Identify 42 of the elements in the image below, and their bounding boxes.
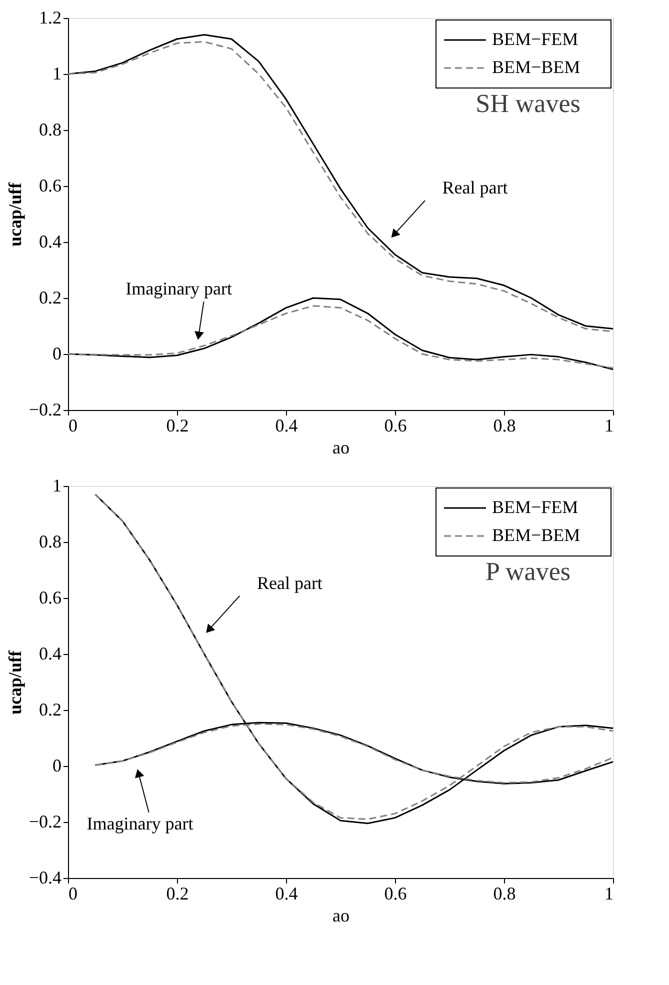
y-tick-label: 0 bbox=[52, 756, 62, 776]
x-tick-label: 0.8 bbox=[493, 416, 516, 436]
y-tick-label: 0.8 bbox=[39, 120, 62, 140]
x-tick-label: 0.6 bbox=[384, 884, 407, 904]
y-tick-label: 0.4 bbox=[39, 232, 62, 252]
x-tick-label: 0.8 bbox=[493, 884, 516, 904]
annotation: Imaginary part bbox=[126, 278, 232, 298]
y-tick-label: 0.4 bbox=[39, 644, 62, 664]
y-tick-label: 0.2 bbox=[39, 288, 62, 308]
x-tick-label: 0.2 bbox=[166, 884, 189, 904]
annotation: Real part bbox=[442, 178, 508, 198]
annotation: SH waves bbox=[476, 89, 580, 118]
x-tick-label: 0.2 bbox=[166, 416, 189, 436]
legend-label: BEM−BEM bbox=[492, 525, 580, 545]
y-axis-title: ucap/uff bbox=[4, 181, 25, 247]
y-tick-label: 1.2 bbox=[39, 8, 62, 28]
x-tick-label: 1 bbox=[604, 884, 614, 904]
annotation: Imaginary part bbox=[86, 813, 194, 834]
x-axis-title: ao bbox=[332, 438, 350, 458]
y-tick-label: −0.2 bbox=[28, 812, 62, 832]
y-tick-label: 0.2 bbox=[39, 700, 62, 720]
x-tick-label: 0 bbox=[68, 416, 78, 436]
x-axis-title: ao bbox=[332, 906, 350, 926]
annotation: Real part bbox=[256, 572, 322, 593]
annotation: P waves bbox=[486, 557, 570, 586]
y-tick-label: −0.4 bbox=[28, 868, 62, 888]
x-tick-label: 0.6 bbox=[384, 416, 407, 436]
y-tick-label: 0.6 bbox=[39, 588, 62, 608]
legend-label: BEM−FEM bbox=[492, 497, 578, 517]
legend-label: BEM−BEM bbox=[492, 57, 580, 77]
y-tick-label: −0.2 bbox=[28, 400, 62, 420]
x-tick-label: 0 bbox=[68, 884, 78, 904]
x-tick-label: 1 bbox=[604, 416, 614, 436]
y-tick-label: 1 bbox=[52, 64, 62, 84]
y-tick-label: 0.6 bbox=[39, 176, 62, 196]
x-tick-label: 0.4 bbox=[275, 884, 298, 904]
x-tick-label: 0.4 bbox=[275, 416, 298, 436]
y-tick-label: 1 bbox=[52, 476, 62, 496]
legend-label: BEM−FEM bbox=[492, 29, 578, 49]
y-axis-title: ucap/uff bbox=[4, 649, 25, 715]
y-tick-label: 0.8 bbox=[39, 532, 62, 552]
y-tick-label: 0 bbox=[52, 344, 62, 364]
